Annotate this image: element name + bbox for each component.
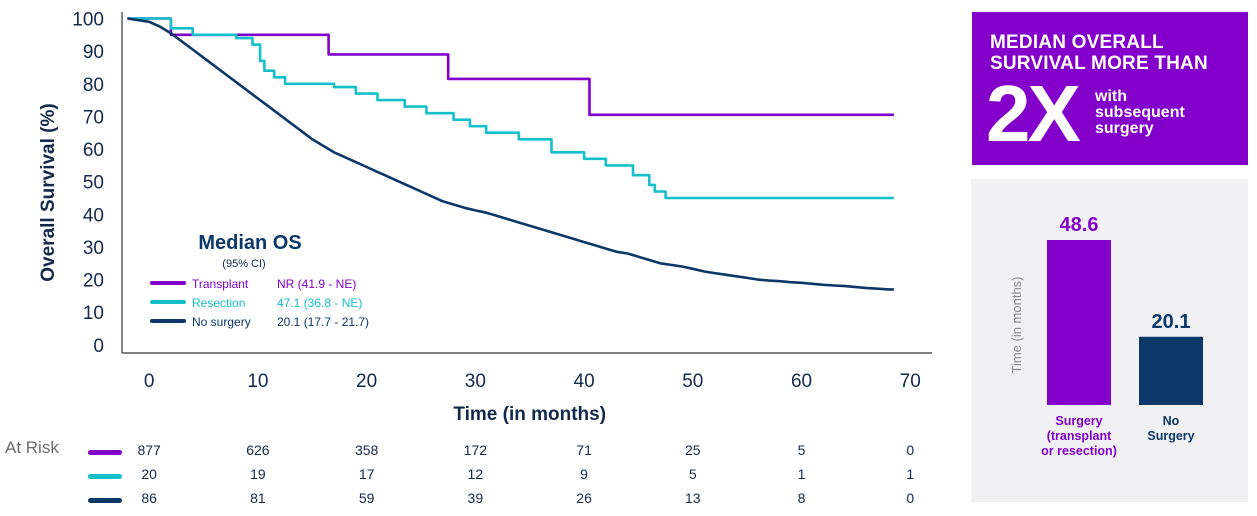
legend-entry-value: NR (41.9 - NE) <box>277 277 356 291</box>
at-risk-cell: 1 <box>797 466 806 482</box>
headline-subtext: with subsequent surgery <box>1095 89 1235 137</box>
at-risk-cell: 86 <box>141 490 157 506</box>
at-risk-row-swatch <box>88 498 122 503</box>
headline-sub-line: subsequent <box>1095 104 1185 121</box>
y-tick-label: 70 <box>83 107 104 128</box>
at-risk-row: 20 19 17 12 9 5 1 1 <box>0 466 960 486</box>
x-axis-label: Time (in months) <box>453 404 606 425</box>
legend-entry-name: No surgery <box>192 315 251 329</box>
legend-entry-name: Resection <box>192 296 245 310</box>
at-risk-cell: 626 <box>246 442 270 458</box>
median-bar <box>1047 240 1111 405</box>
at-risk-table: At Risk 877 626 358 172 71 25 5 0 20 19 17 12 9 5 1 1 86… <box>0 432 960 516</box>
at-risk-cell: 71 <box>576 442 592 458</box>
at-risk-cell: 19 <box>250 466 266 482</box>
legend-entry-value: 20.1 (17.7 - 21.7) <box>277 315 369 329</box>
y-tick-label: 50 <box>83 173 104 194</box>
median-bar-category-label: Surgery <box>1055 414 1102 428</box>
x-tick-label: 60 <box>791 371 812 392</box>
headline-sub-line: surgery <box>1095 120 1154 137</box>
km-survival-chart: 0 10 20 30 40 50 60 70 80 90 100 0 10 20 30 40 50 60 70 Tim… <box>38 10 932 425</box>
at-risk-cell: 39 <box>467 490 484 506</box>
at-risk-cell: 81 <box>250 490 266 506</box>
x-tick-label: 10 <box>247 371 268 392</box>
y-tick-label: 60 <box>83 140 104 161</box>
median-bar <box>1139 336 1203 405</box>
median-bar-value: 48.6 <box>1060 214 1099 236</box>
legend-title: Median OS <box>198 232 301 254</box>
at-risk-row: 86 81 59 39 26 13 8 0 <box>0 490 960 510</box>
at-risk-cell: 17 <box>358 466 375 482</box>
at-risk-cell: 20 <box>141 466 157 482</box>
legend-entry-name: Transplant <box>192 277 249 291</box>
headline-title: MEDIAN OVERALL SURVIVAL MORE THAN <box>990 32 1208 74</box>
median-os-bar-chart: Time (in months)48.6Surgery(transplantor… <box>1009 214 1203 458</box>
at-risk-cell: 59 <box>358 490 375 506</box>
at-risk-cell: 12 <box>467 466 484 482</box>
x-tick-label: 50 <box>682 371 703 392</box>
y-tick-label: 80 <box>83 75 104 96</box>
median-os-bar-panel: Time (in months) 48.6 Surgery (transplant or… <box>971 179 1248 502</box>
headline-sub-line: with <box>1095 88 1127 105</box>
y-axis-label: Overall Survival (%) <box>38 103 59 281</box>
at-risk-cell: 1 <box>906 466 915 482</box>
at-risk-row: 877 626 358 172 71 25 5 0 <box>0 442 960 462</box>
at-risk-cell: 9 <box>580 466 588 482</box>
median-bar-category-label: Surgery <box>1147 429 1194 443</box>
x-tick-label: 40 <box>574 371 595 392</box>
y-tick-label: 30 <box>83 238 104 259</box>
y-tick-label: 40 <box>83 205 104 226</box>
x-tick-label: 20 <box>356 371 377 392</box>
at-risk-cell: 26 <box>576 490 592 506</box>
y-tick-label: 0 <box>93 336 104 357</box>
at-risk-cell: 5 <box>688 466 697 482</box>
headline-big-number: 2X <box>986 69 1081 158</box>
at-risk-cell: 358 <box>354 442 379 458</box>
bar-y-axis-label: Time (in months) <box>1009 276 1024 373</box>
x-tick-label: 30 <box>465 371 486 392</box>
y-tick-label: 90 <box>83 42 104 63</box>
x-tick-label: 70 <box>900 371 921 392</box>
at-risk-cell: 172 <box>463 442 488 458</box>
median-os-headline-box: MEDIAN OVERALL SURVIVAL MORE THAN 2X wit… <box>972 12 1248 165</box>
at-risk-row-swatch <box>88 474 122 479</box>
legend-subtitle: (95% CI) <box>222 258 265 270</box>
y-tick-label: 10 <box>83 303 104 324</box>
at-risk-row-swatch <box>88 450 122 455</box>
at-risk-cell: 877 <box>137 442 161 458</box>
at-risk-cell: 13 <box>685 490 701 506</box>
median-bar-category-label: or resection) <box>1041 444 1117 458</box>
at-risk-title: At Risk <box>5 438 59 457</box>
series-line-transplant <box>127 17 894 117</box>
y-tick-label: 20 <box>83 271 104 292</box>
median-bar-value: 20.1 <box>1152 311 1191 333</box>
at-risk-cell: 0 <box>906 442 915 458</box>
at-risk-cell: 5 <box>797 442 806 458</box>
at-risk-cell: 25 <box>685 442 701 458</box>
median-bar-category-label: No <box>1163 414 1180 428</box>
series-line-no-surgery <box>127 17 894 291</box>
y-tick-label: 100 <box>72 10 104 31</box>
x-tick-label: 0 <box>144 371 155 392</box>
legend-entry-value: 47.1 (36.8 - NE) <box>277 296 362 310</box>
at-risk-cell: 8 <box>797 490 806 506</box>
median-bar-category-label: (transplant <box>1047 429 1112 443</box>
at-risk-cell: 0 <box>906 490 915 506</box>
series-line-resection <box>127 17 894 200</box>
